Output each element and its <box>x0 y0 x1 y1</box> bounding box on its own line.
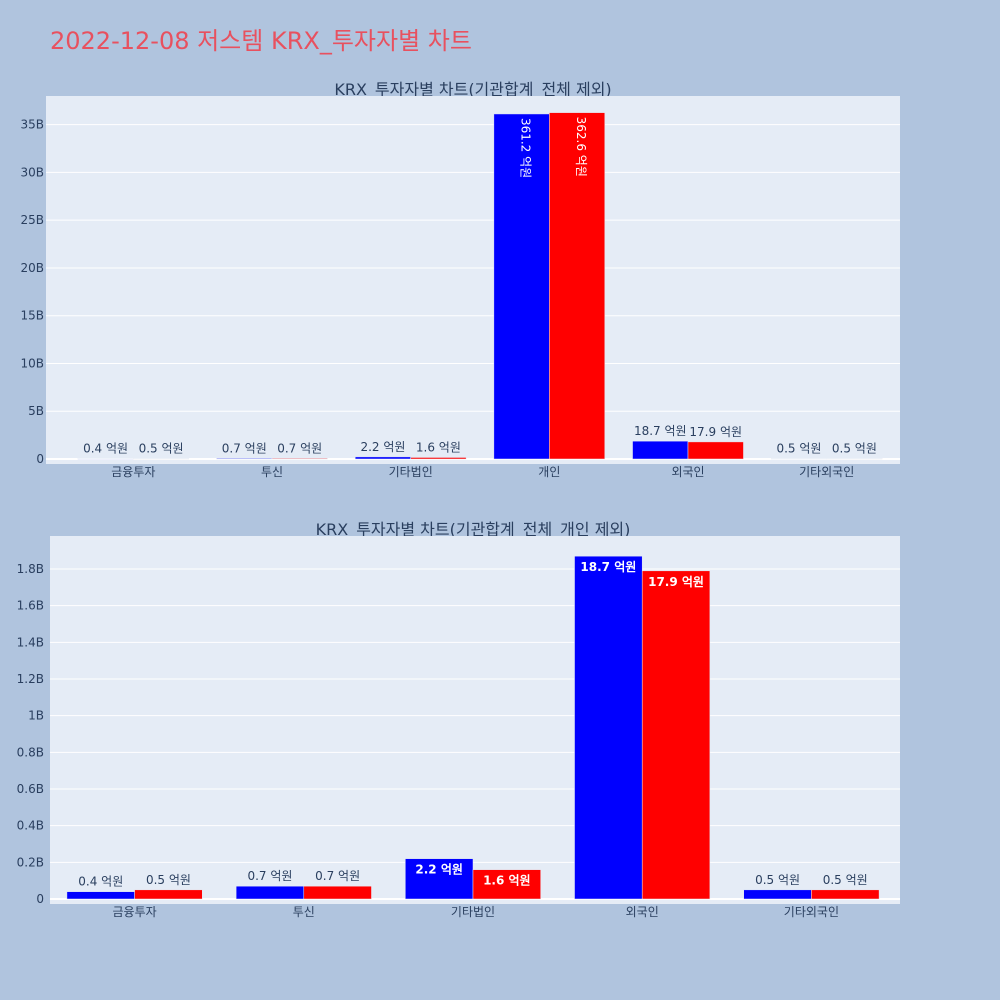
data-label: 1.6 억원 <box>416 440 461 454</box>
data-label: 2.2 억원 <box>360 440 405 454</box>
chart-1-bars <box>77 112 883 460</box>
x-tick-label: 투신 <box>293 905 315 919</box>
y-tick-label: 1.6B <box>17 599 44 613</box>
x-tick-label: 외국인 <box>671 465 704 479</box>
data-label: 0.5 억원 <box>776 442 821 456</box>
data-label: 0.4 억원 <box>83 442 128 456</box>
chart-1-title: KRX_투자자별 차트(기관합계_전체 제외) <box>334 80 611 100</box>
chart-1-data-labels: 0.4 억원 0.5 억원 0.7 억원 0.7 억원 2.2 억원 1.6 억원 361.… <box>83 117 877 456</box>
bar <box>303 885 372 900</box>
x-tick-label: 기타외국인 <box>799 465 854 479</box>
bar <box>66 891 135 900</box>
chart-2-data-labels: 0.4 억원 0.5 억원 0.7 억원 0.7 억원 2.2 억원 1.6 억원 18.7… <box>78 560 867 889</box>
data-label: 362.6 억원 <box>574 117 588 177</box>
chart-1: KRX_투자자별 차트(기관합계_전체 제외) 0 5B 10B 15B 20B 25B 3… <box>20 80 900 479</box>
y-tick-label: 30B <box>20 165 44 179</box>
bar <box>743 889 812 900</box>
bar <box>405 858 474 900</box>
y-tick-label: 0 <box>36 892 44 906</box>
bar <box>770 458 827 460</box>
data-label: 18.7 억원 <box>634 424 687 438</box>
y-tick-label: 5B <box>28 404 44 418</box>
data-label: 1.6 억원 <box>483 874 531 888</box>
y-tick-label: 0.2B <box>17 855 44 869</box>
x-tick-label: 금융투자 <box>111 465 155 479</box>
chart-2-bars <box>66 555 880 900</box>
chart-2-y-ticks: 0 0.2B 0.4B 0.6B 0.8B 1B 1.2B 1.4B 1.6B 1.8B <box>17 562 44 906</box>
x-tick-label: 기타외국인 <box>784 905 839 919</box>
data-label: 0.5 억원 <box>755 873 800 887</box>
bar <box>472 869 541 900</box>
data-label: 18.7 억원 <box>580 560 636 574</box>
bar <box>641 570 711 900</box>
data-label: 17.9 억원 <box>689 425 742 439</box>
data-label: 0.5 억원 <box>823 873 868 887</box>
data-label: 17.9 억원 <box>648 575 704 589</box>
page-title: 2022-12-08 저스템 KRX_투자자별 차트 <box>50 27 472 55</box>
x-tick-label: 외국인 <box>626 905 659 919</box>
y-tick-label: 0.4B <box>17 819 44 833</box>
chart-1-plot-area <box>46 96 900 464</box>
x-tick-label: 기타법인 <box>389 465 433 479</box>
bar <box>493 113 550 460</box>
data-label: 0.7 억원 <box>315 869 360 883</box>
bar <box>826 458 883 460</box>
bar <box>354 456 411 460</box>
data-label: 0.7 억원 <box>277 441 322 455</box>
data-label: 2.2 억원 <box>415 863 463 877</box>
data-label: 0.7 억원 <box>247 869 292 883</box>
y-tick-label: 1.2B <box>17 672 44 686</box>
data-label: 0.7 억원 <box>222 441 267 455</box>
data-label: 0.5 억원 <box>832 442 877 456</box>
bar <box>410 457 467 460</box>
bar <box>133 458 190 460</box>
y-tick-label: 0.6B <box>17 782 44 796</box>
data-label: 0.4 억원 <box>78 875 123 889</box>
data-label: 361.2 억원 <box>519 118 533 178</box>
data-label: 0.5 억원 <box>146 873 191 887</box>
y-tick-label: 25B <box>20 213 44 227</box>
chart-1-y-ticks: 0 5B 10B 15B 20B 25B 30B 35B <box>20 118 44 466</box>
bar <box>271 458 328 460</box>
bar <box>811 889 880 900</box>
y-tick-label: 15B <box>20 309 44 323</box>
bar <box>687 441 744 460</box>
chart-1-x-ticks: 금융투자 투신 기타법인 개인 외국인 기타외국인 <box>111 465 854 479</box>
y-tick-label: 10B <box>20 356 44 370</box>
x-tick-label: 금융투자 <box>113 905 157 919</box>
data-label: 0.5 억원 <box>139 442 184 456</box>
bar <box>632 440 689 460</box>
x-tick-label: 개인 <box>538 465 560 479</box>
y-tick-label: 35B <box>20 118 44 132</box>
bar <box>549 112 606 460</box>
x-tick-label: 기타법인 <box>451 905 495 919</box>
x-tick-label: 투신 <box>261 465 283 479</box>
bar <box>574 555 643 900</box>
y-tick-label: 0.8B <box>17 745 44 759</box>
y-tick-label: 1.8B <box>17 562 44 576</box>
y-tick-label: 20B <box>20 261 44 275</box>
y-tick-label: 1.4B <box>17 635 44 649</box>
chart-2-title: KRX_투자자별 차트(기관합계_전체_개인 제외) <box>316 520 631 540</box>
bar <box>77 458 134 460</box>
chart-2-plot-area <box>50 536 900 904</box>
y-tick-label: 1B <box>28 709 44 723</box>
bar <box>216 458 273 460</box>
y-tick-label: 0 <box>36 452 44 466</box>
chart-2: KRX_투자자별 차트(기관합계_전체_개인 제외) 0 0.2B 0.4B 0.6B… <box>17 520 900 919</box>
chart-2-x-ticks: 금융투자 투신 기타법인 외국인 기타외국인 <box>113 905 839 919</box>
bar <box>235 885 305 900</box>
bar <box>134 889 203 900</box>
